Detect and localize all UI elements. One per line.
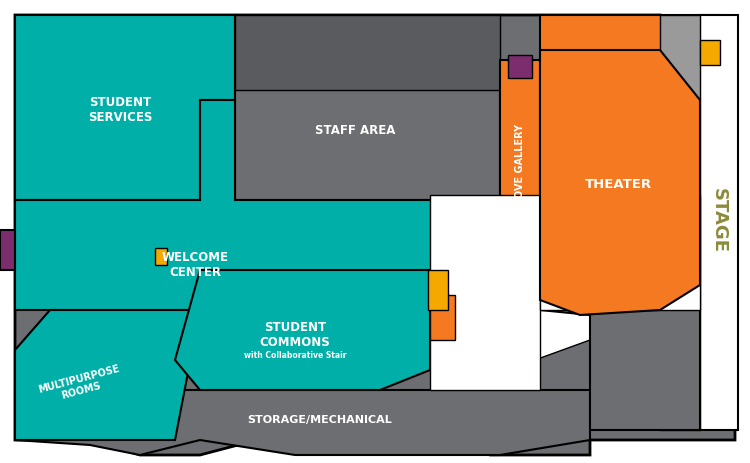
Text: STAGE: STAGE	[710, 188, 728, 252]
Polygon shape	[15, 15, 735, 455]
Polygon shape	[15, 15, 235, 200]
Polygon shape	[540, 15, 720, 315]
Polygon shape	[235, 15, 500, 90]
Polygon shape	[540, 50, 700, 315]
Polygon shape	[540, 195, 700, 310]
Polygon shape	[428, 270, 448, 310]
Polygon shape	[175, 270, 430, 390]
Polygon shape	[500, 60, 540, 270]
Text: DOVE GALLERY: DOVE GALLERY	[515, 124, 525, 206]
Polygon shape	[700, 40, 720, 65]
Polygon shape	[508, 55, 532, 78]
Text: with Collaborative Stair: with Collaborative Stair	[244, 350, 346, 359]
Polygon shape	[700, 15, 738, 430]
Polygon shape	[235, 15, 500, 200]
Polygon shape	[430, 295, 455, 340]
Text: STUDENT
SERVICES: STUDENT SERVICES	[88, 96, 152, 124]
Text: STAFF AREA: STAFF AREA	[315, 124, 395, 137]
Text: THEATER: THEATER	[584, 179, 652, 192]
Text: STUDENT
COMMONS: STUDENT COMMONS	[260, 321, 330, 349]
Polygon shape	[660, 15, 700, 430]
Polygon shape	[155, 248, 167, 265]
Polygon shape	[430, 195, 540, 390]
Polygon shape	[15, 310, 200, 440]
Text: STORAGE/MECHANICAL: STORAGE/MECHANICAL	[248, 415, 392, 425]
Text: MULTIPURPOSE
ROOMS: MULTIPURPOSE ROOMS	[37, 364, 123, 407]
Polygon shape	[15, 100, 500, 310]
Text: WELCOME
CENTER: WELCOME CENTER	[161, 251, 229, 279]
Polygon shape	[0, 230, 15, 270]
Polygon shape	[590, 310, 700, 430]
Polygon shape	[380, 130, 660, 360]
Polygon shape	[15, 390, 590, 455]
